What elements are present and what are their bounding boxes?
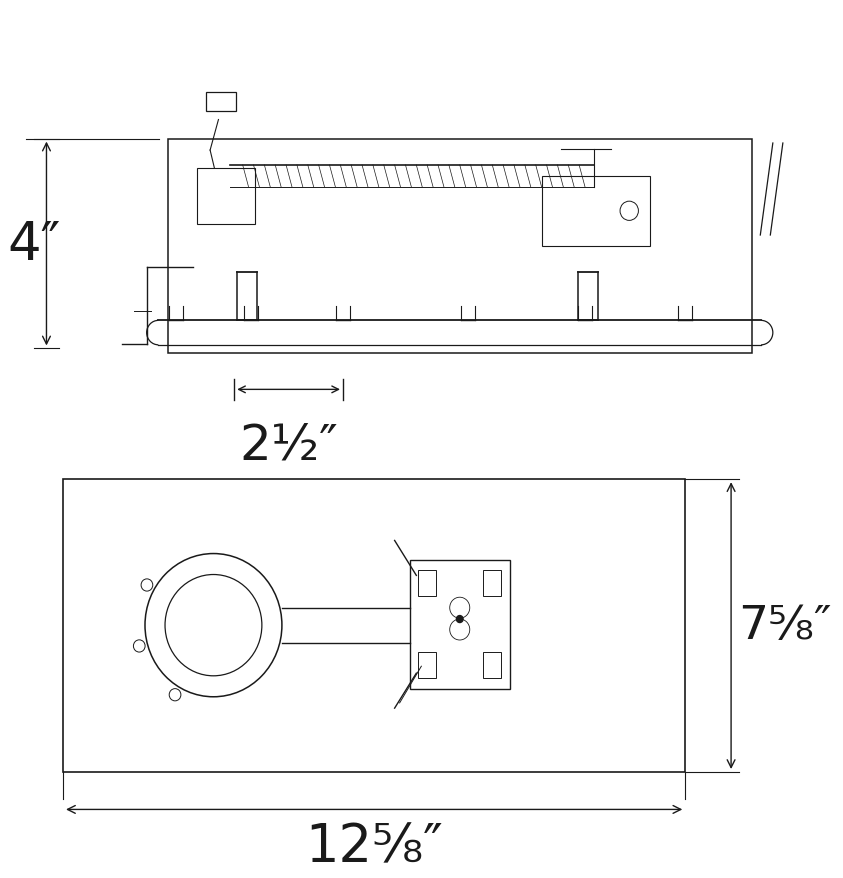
Bar xyxy=(418,652,437,679)
Bar xyxy=(541,176,650,247)
Bar xyxy=(418,571,437,597)
Text: 4″: 4″ xyxy=(8,219,61,270)
Bar xyxy=(196,169,255,225)
Bar xyxy=(206,92,236,112)
Bar xyxy=(483,571,502,597)
Bar xyxy=(483,652,502,679)
Text: 2½″: 2½″ xyxy=(239,421,338,469)
Bar xyxy=(168,140,752,353)
Bar xyxy=(63,479,685,772)
Circle shape xyxy=(456,615,463,623)
Text: 7⅝″: 7⅝″ xyxy=(738,603,832,648)
Bar xyxy=(410,560,510,689)
Text: 12⅝″: 12⅝″ xyxy=(305,820,443,872)
